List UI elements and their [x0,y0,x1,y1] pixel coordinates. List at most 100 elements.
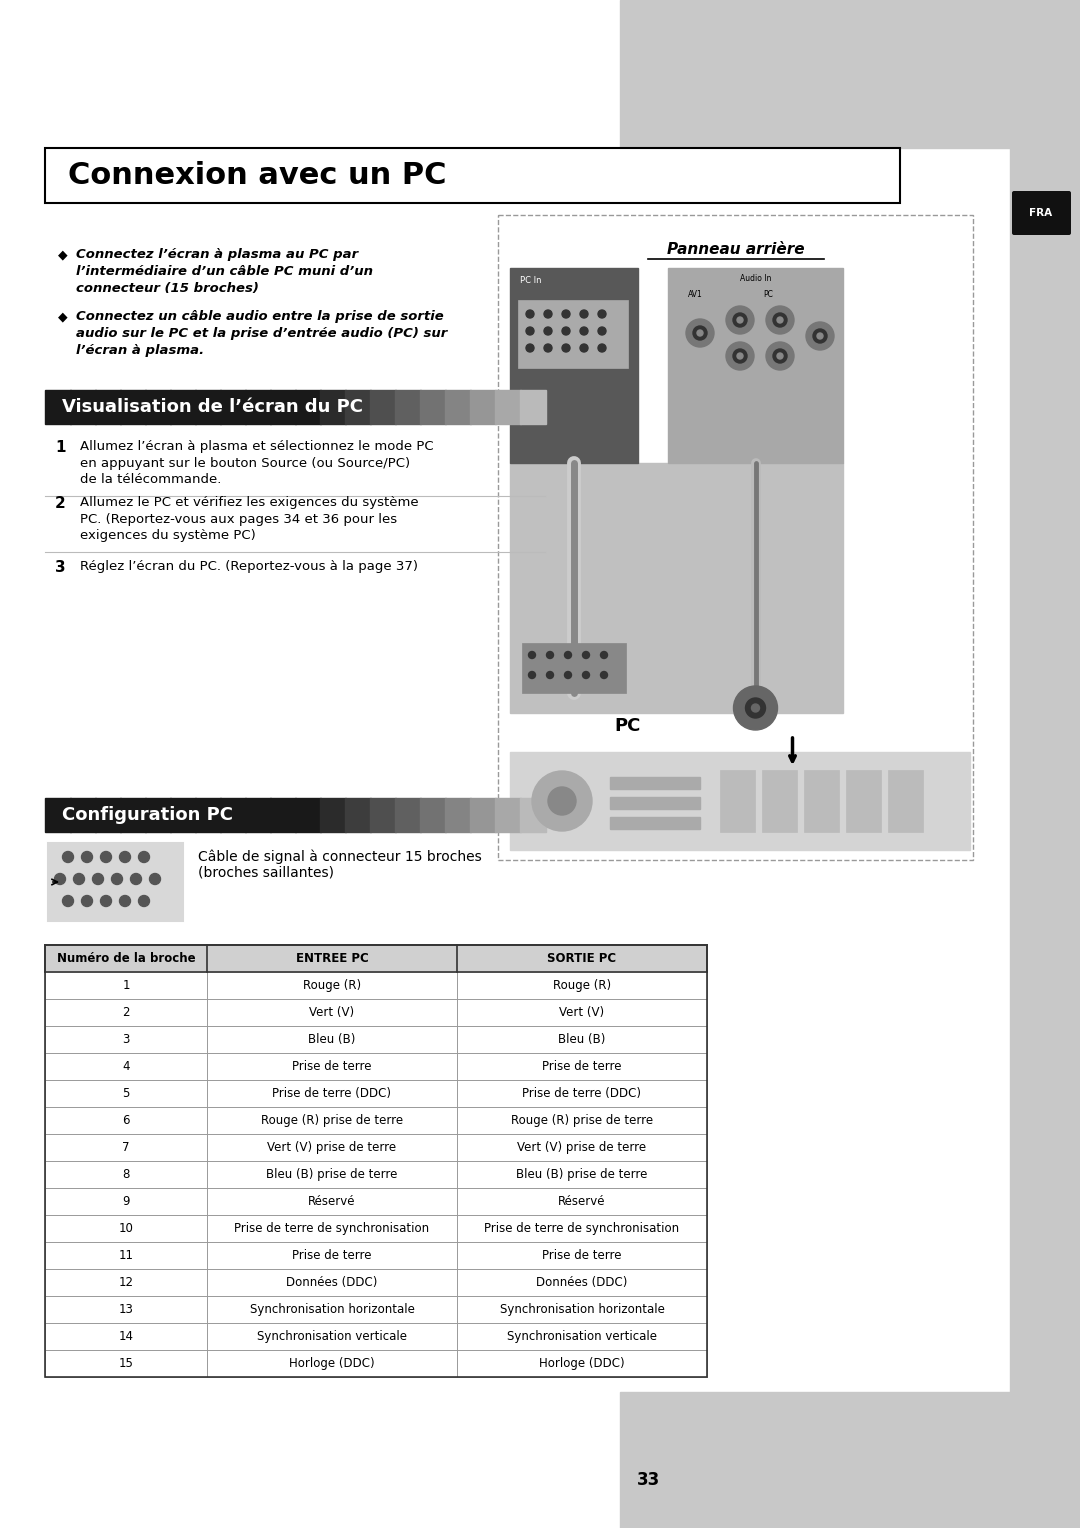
Bar [45,798,71,833]
Text: en appuyant sur le bouton Source (ou Source/PC): en appuyant sur le bouton Source (ou Sou… [80,457,410,469]
Bar [470,390,496,423]
Bar [48,843,183,921]
Circle shape [766,306,794,335]
Text: 12: 12 [119,1276,134,1290]
Circle shape [138,895,149,906]
Circle shape [562,344,570,351]
Circle shape [693,325,707,341]
Circle shape [777,316,783,322]
Text: PC: PC [615,717,642,735]
Text: 11: 11 [119,1248,134,1262]
Text: 2: 2 [55,497,66,510]
Circle shape [63,895,73,906]
Bar [45,944,707,1377]
Text: 5: 5 [122,1086,130,1100]
Circle shape [54,874,66,885]
Bar [320,390,346,423]
Circle shape [131,874,141,885]
Text: ◆: ◆ [58,310,68,322]
Bar [610,798,700,808]
Bar [195,798,221,833]
Text: Vert (V) prise de terre: Vert (V) prise de terre [268,1141,396,1154]
Text: exigences du système PC): exigences du système PC) [80,529,256,542]
Bar [370,798,396,833]
Text: 2: 2 [122,1005,130,1019]
Circle shape [544,327,552,335]
Text: 4: 4 [122,1060,130,1073]
Text: Visualisation de l’écran du PC: Visualisation de l’écran du PC [62,397,363,416]
Text: (broches saillantes): (broches saillantes) [198,866,334,880]
Bar [220,798,246,833]
Bar [70,390,96,423]
Text: ENTREE PC: ENTREE PC [296,952,368,966]
Text: 7: 7 [122,1141,130,1154]
Bar [245,798,271,833]
Bar [510,752,970,850]
Circle shape [546,651,554,659]
Circle shape [752,704,759,712]
Circle shape [526,327,534,335]
Text: Vert (V): Vert (V) [559,1005,605,1019]
Circle shape [565,651,571,659]
Circle shape [580,310,588,318]
Bar [620,1392,1010,1528]
Circle shape [777,353,783,359]
Circle shape [733,313,747,327]
Text: Prise de terre: Prise de terre [293,1248,372,1262]
Text: Rouge (R): Rouge (R) [302,979,361,992]
Circle shape [726,342,754,370]
Circle shape [544,344,552,351]
Text: de la télécommande.: de la télécommande. [80,474,221,486]
Bar [45,390,71,423]
Bar [145,798,171,833]
Bar [669,267,843,463]
Bar [295,798,321,833]
Text: Bleu (B) prise de terre: Bleu (B) prise de terre [267,1167,397,1181]
Text: Rouge (R) prise de terre: Rouge (R) prise de terre [511,1114,653,1128]
Circle shape [733,686,778,730]
Text: Allumez l’écran à plasma et sélectionnez le mode PC: Allumez l’écran à plasma et sélectionnez… [80,440,434,452]
Circle shape [63,851,73,862]
Text: ◆: ◆ [58,248,68,261]
Text: Prise de terre: Prise de terre [293,1060,372,1073]
Circle shape [120,895,131,906]
Bar [470,798,496,833]
Text: Vert (V) prise de terre: Vert (V) prise de terre [517,1141,647,1154]
Circle shape [149,874,161,885]
Text: 10: 10 [119,1222,134,1235]
Bar [170,798,195,833]
Circle shape [806,322,834,350]
Text: connecteur (15 broches): connecteur (15 broches) [76,283,259,295]
Bar [70,798,96,833]
Text: Configuration PC: Configuration PC [62,805,233,824]
Text: SORTIE PC: SORTIE PC [548,952,617,966]
Text: 1: 1 [122,979,130,992]
Circle shape [766,342,794,370]
Text: PC. (Reportez-vous aux pages 34 et 36 pour les: PC. (Reportez-vous aux pages 34 et 36 po… [80,512,397,526]
Circle shape [598,310,606,318]
Circle shape [81,895,93,906]
Text: Synchronisation verticale: Synchronisation verticale [507,1329,657,1343]
Bar [95,798,121,833]
Bar [610,817,700,830]
Circle shape [773,313,787,327]
FancyBboxPatch shape [1012,191,1071,235]
Circle shape [73,874,84,885]
Text: Prise de terre: Prise de terre [542,1060,622,1073]
Text: Audio In: Audio In [740,274,771,283]
Circle shape [528,651,536,659]
Bar [195,390,221,423]
Bar [295,390,321,423]
Text: PC In: PC In [519,277,541,286]
Text: Prise de terre (DDC): Prise de terre (DDC) [272,1086,391,1100]
Bar [510,463,843,714]
Circle shape [726,306,754,335]
Bar [420,798,446,833]
Circle shape [120,851,131,862]
Text: 8: 8 [122,1167,130,1181]
Circle shape [600,651,607,659]
Bar [519,390,546,423]
Text: Numéro de la broche: Numéro de la broche [56,952,195,966]
Bar [120,798,146,833]
Circle shape [582,671,590,678]
